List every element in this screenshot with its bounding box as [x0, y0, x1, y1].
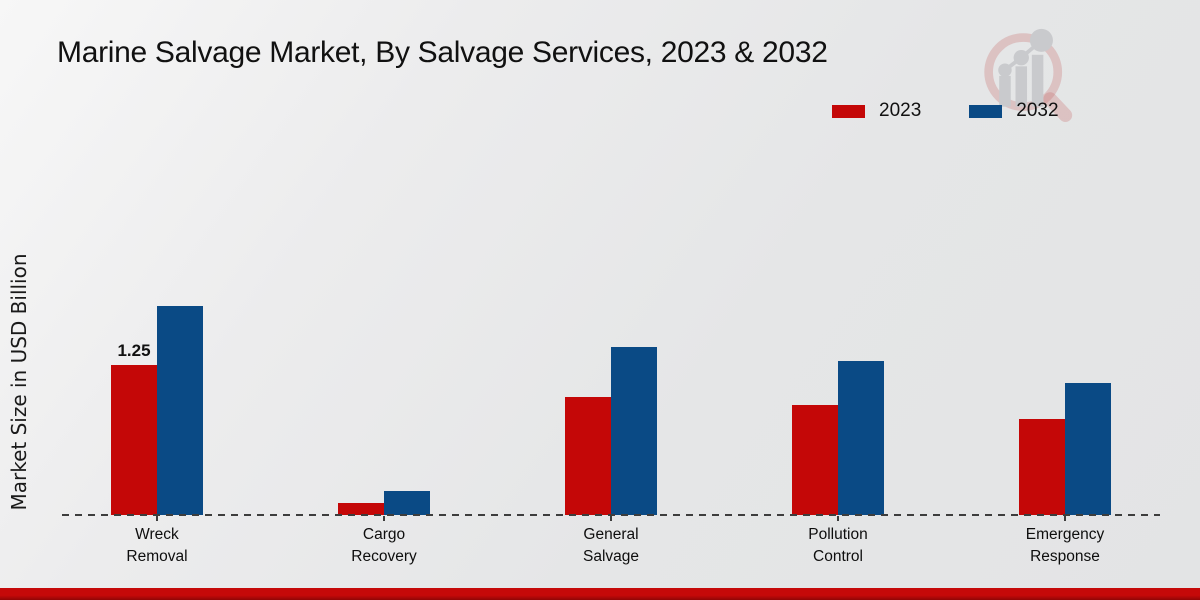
bar-2023-wreck-removal	[111, 365, 157, 515]
category-label: Emergency Response	[1025, 526, 1105, 566]
category-label: Wreck Removal	[126, 526, 188, 566]
bar-2023-cargo-recovery	[338, 503, 384, 515]
bar-2023-pollution-control	[792, 405, 838, 515]
footer-bar	[0, 588, 1200, 600]
x-axis-tick	[610, 516, 612, 521]
x-axis-tick	[156, 516, 158, 521]
bar-2032-cargo-recovery	[384, 491, 430, 515]
legend-item-2032: 2032	[969, 100, 1059, 122]
category-label: Pollution Control	[808, 526, 868, 566]
x-axis-tick	[1064, 516, 1066, 521]
x-axis-tick	[383, 516, 385, 521]
bar-2032-emergency-response	[1065, 383, 1111, 515]
bar-2032-wreck-removal	[157, 306, 203, 515]
chart-title: Marine Salvage Market, By Salvage Servic…	[57, 36, 828, 69]
legend-swatch-icon	[832, 104, 865, 118]
legend-label: 2023	[879, 100, 922, 121]
x-axis-line	[62, 514, 1160, 516]
bar-2032-pollution-control	[838, 361, 884, 515]
magnifier-bar-chart-logo-icon	[984, 28, 1073, 122]
bar-2032-general-salvage	[611, 347, 657, 515]
legend: 2023 2032	[832, 100, 1059, 122]
y-axis-label: Market Size in USD Billion	[7, 253, 31, 511]
bar-2023-emergency-response	[1019, 419, 1065, 515]
legend-label: 2032	[1016, 100, 1059, 121]
category-label: Cargo Recovery	[351, 526, 417, 566]
legend-item-2023: 2023	[832, 100, 921, 122]
bar-2023-general-salvage	[565, 397, 611, 515]
bar-value-label: 1.25	[117, 341, 151, 360]
legend-swatch-icon	[969, 104, 1003, 118]
category-label: General Salvage	[582, 526, 639, 566]
x-axis-tick	[837, 516, 839, 521]
